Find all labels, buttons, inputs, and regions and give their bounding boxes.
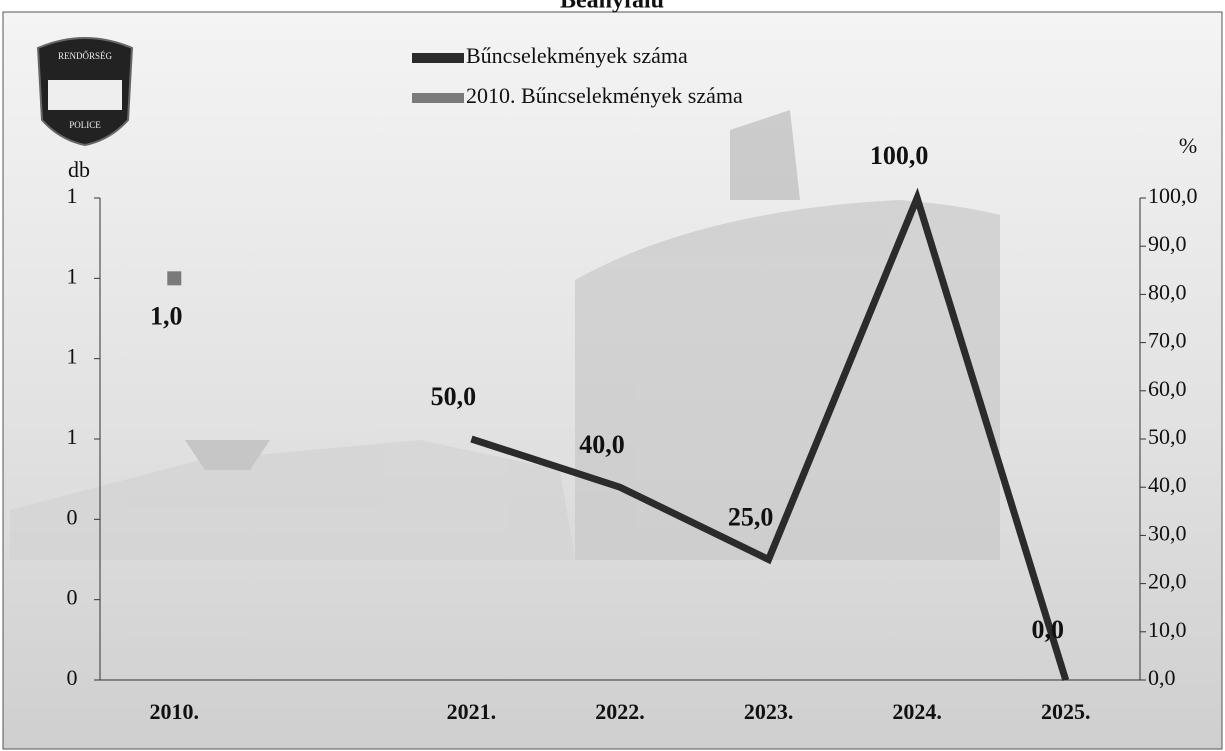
page: RENDŐRSÉG POLICE Beanyfalu db % 00011110… [0,0,1225,751]
y-tick-label: 1 [67,344,78,369]
y-tick-label: 0 [67,665,78,690]
y2-tick-label: 10,0 [1148,617,1187,642]
data-label: 100,0 [870,141,929,170]
data-label: 1,0 [150,301,183,330]
x-tick-label: 2022. [595,699,645,724]
y-tick-label: 1 [67,183,78,208]
y2-tick-label: 60,0 [1148,376,1187,401]
y-tick-label: 0 [67,504,78,529]
x-tick-label: 2010. [150,699,200,724]
data-label: 0,0 [1031,615,1064,644]
y2-tick-label: 40,0 [1148,472,1187,497]
legend-swatch [412,53,464,63]
chart: RENDŐRSÉG POLICE Beanyfalu db % 00011110… [0,0,1225,751]
data-label: 25,0 [728,502,774,531]
x-tick-label: 2021. [447,699,497,724]
x-tick-label: 2023. [744,699,794,724]
y2-tick-label: 30,0 [1148,520,1187,545]
logo-bottom-text: POLICE [69,120,101,130]
y2-tick-label: 100,0 [1148,183,1198,208]
x-tick-label: 2025. [1041,699,1091,724]
data-label: 50,0 [431,382,477,411]
y2-tick-label: 90,0 [1148,231,1187,256]
y2-tick-label: 80,0 [1148,279,1187,304]
y-tick-label: 1 [67,424,78,449]
legend-label: 2010. Bűncselekmények száma [466,83,743,108]
data-point [167,271,181,285]
y2-tick-label: 50,0 [1148,424,1187,449]
data-label: 40,0 [579,430,625,459]
logo-top-text: RENDŐRSÉG [58,51,113,61]
police-logo: RENDŐRSÉG POLICE [38,38,132,145]
y2-axis-unit: % [1179,133,1197,158]
y-tick-label: 1 [67,263,78,288]
y2-tick-label: 70,0 [1148,328,1187,353]
y2-tick-label: 20,0 [1148,569,1187,594]
y2-tick-label: 0,0 [1148,665,1176,690]
legend-label: Bűncselekmények száma [466,43,688,68]
legend-swatch [412,93,464,103]
y-tick-label: 0 [67,585,78,610]
y-axis-unit: db [68,157,90,182]
chart-title: Beanyfalu [560,0,664,14]
x-tick-label: 2024. [892,699,942,724]
